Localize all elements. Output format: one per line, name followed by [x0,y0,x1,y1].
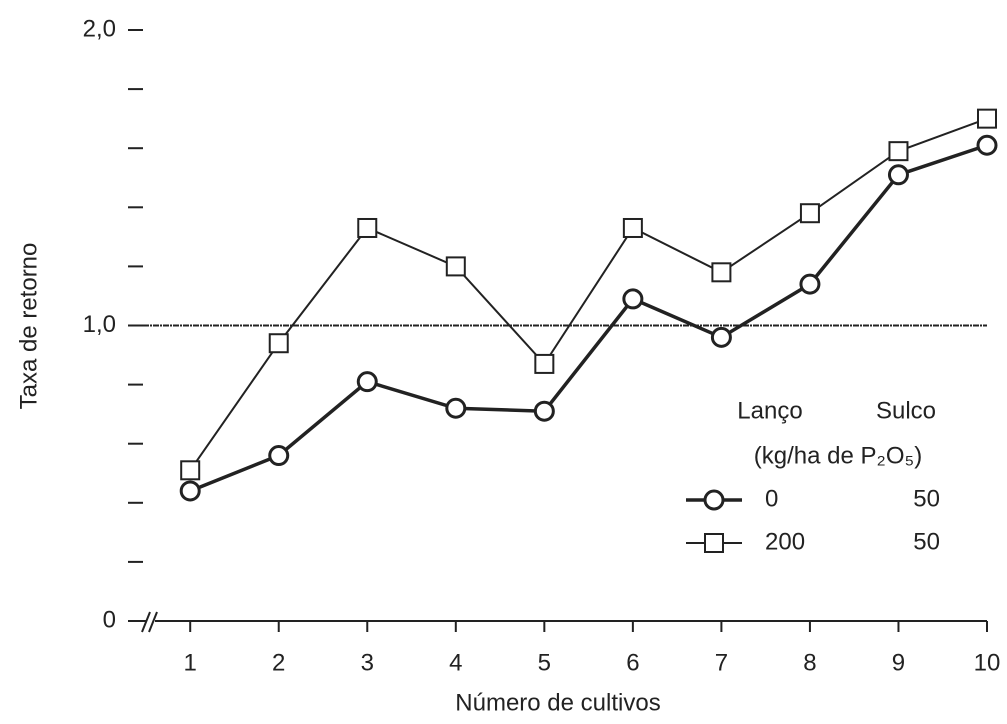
series-line [189,117,988,471]
x-tick-label: 4 [449,649,462,676]
data-point [888,141,909,162]
legend-header: Lanço [737,397,802,424]
data-point [268,333,289,354]
legend-marker [703,489,725,511]
y-axis-label: Taxa de retorno [15,243,42,410]
x-tick-label: 3 [361,649,374,676]
data-point [622,288,644,310]
data-point [445,256,466,277]
data-point [356,371,378,393]
data-point [357,217,378,238]
data-point [799,273,821,295]
data-point [799,203,820,224]
data-point [445,397,467,419]
data-point [268,445,290,467]
y-tick-label: 0 [103,606,116,633]
x-tick-label: 9 [892,649,905,676]
x-tick-label: 6 [626,649,639,676]
y-tick-label: 1,0 [83,311,116,338]
x-tick-label: 10 [974,649,1001,676]
legend-label: 200 [765,528,805,555]
data-point [622,217,643,238]
axis-break [141,611,151,633]
x-tick-label: 5 [538,649,551,676]
x-tick-label: 2 [272,649,285,676]
x-tick-label: 7 [715,649,728,676]
series-line [189,143,988,493]
data-point [533,400,555,422]
data-point [710,326,732,348]
x-tick-label: 8 [803,649,816,676]
legend-header: Sulco [876,397,936,424]
data-point [977,108,997,129]
axis-break [148,611,158,633]
y-tick-label: 2,0 [83,15,116,42]
data-point [534,353,555,374]
x-tick-label: 1 [184,649,197,676]
legend-marker [704,533,724,553]
data-point [887,164,909,186]
legend-sulco: 50 [913,485,940,512]
data-point [180,460,201,481]
x-axis-label: Número de cultivos [455,689,660,716]
legend-sulco: 50 [913,528,940,555]
legend-label: 0 [765,485,778,512]
legend-unit: (kg/ha de P₂O₅) [754,442,922,469]
data-point [711,262,732,283]
data-point [179,480,201,502]
data-point [976,134,998,156]
